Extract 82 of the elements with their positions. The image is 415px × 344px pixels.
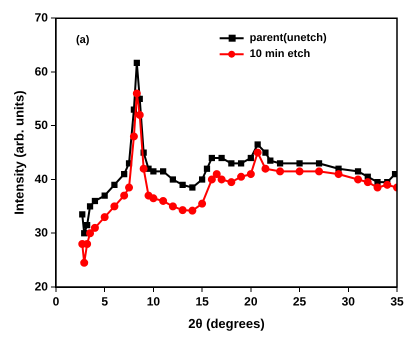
point [248,154,254,162]
annotation: (a) [76,34,90,46]
point [198,200,206,208]
point [121,170,128,178]
point [140,164,148,173]
point [120,192,128,200]
x-tick-label: 25 [292,294,307,309]
point [237,172,246,181]
point [111,182,118,188]
point [100,213,109,222]
point [218,154,225,162]
point [80,258,88,267]
y-tick-label: 40 [34,172,48,186]
point [254,141,261,148]
point [392,170,397,178]
point [170,176,176,183]
y-tick-label: 50 [34,118,48,132]
point [364,178,372,186]
point [136,110,144,119]
point [188,206,196,215]
point [160,168,166,175]
point [134,60,140,66]
point [81,230,88,236]
point [296,160,303,166]
x-tick-label: 5 [101,294,108,309]
point [79,211,86,218]
x-tick-label: 10 [146,294,160,309]
x-axis-title: 2θ (degrees) [188,316,265,331]
point [315,167,324,176]
point [254,148,262,157]
x-tick-label: 30 [342,294,356,309]
point [354,168,362,175]
point [208,175,216,184]
legend-label: parent(unetch) [250,32,327,44]
point [132,89,141,98]
point [86,229,94,238]
point [86,203,94,210]
point [354,175,362,184]
x-tick-label: 35 [390,294,404,309]
point [189,184,196,191]
point [102,192,108,199]
point [374,184,382,192]
point [84,222,90,228]
y-tick-label: 20 [34,279,48,294]
point [212,170,221,178]
legend-label: 10 min etch [250,48,310,60]
point [262,149,269,156]
point [218,175,226,184]
x-tick-label: 15 [195,294,210,309]
point [364,174,371,180]
point [383,180,392,189]
y-tick-label: 30 [34,226,48,240]
point [276,160,284,166]
point [90,224,99,232]
point [267,158,274,164]
y-tick-label: 70 [34,10,48,25]
point [316,160,322,166]
point [159,196,168,205]
point [130,132,138,140]
point [276,167,284,176]
point [125,184,134,192]
point [178,206,187,214]
x-tick-label: 20 [244,294,258,309]
y-tick-label: 60 [34,64,48,78]
point [92,198,98,204]
point [334,170,343,178]
point [208,154,215,162]
point [149,194,158,202]
point [228,160,234,166]
point [227,178,236,186]
point [150,168,157,175]
point [198,176,206,183]
point [261,164,270,173]
point [246,170,255,178]
y-axis-title: Intensity (arb. units) [11,90,26,215]
point [168,202,177,210]
point [238,160,244,166]
point [296,167,304,176]
point [180,182,186,188]
point [110,202,118,210]
point [204,166,210,172]
x-tick-label: 0 [52,294,60,309]
